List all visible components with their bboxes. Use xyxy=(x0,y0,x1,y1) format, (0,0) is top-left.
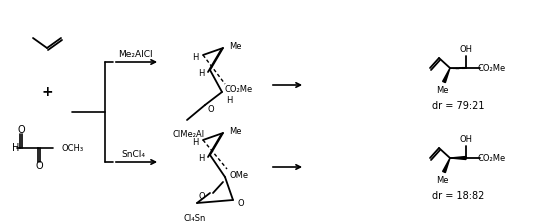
Text: O: O xyxy=(208,105,214,114)
Text: SnCl₄: SnCl₄ xyxy=(121,149,145,159)
Text: H: H xyxy=(226,95,232,105)
Text: OH: OH xyxy=(459,134,472,144)
Polygon shape xyxy=(443,158,450,172)
Text: H: H xyxy=(192,52,198,62)
Text: O: O xyxy=(35,161,43,171)
Text: dr = 18:82: dr = 18:82 xyxy=(432,191,484,201)
Text: CO₂Me: CO₂Me xyxy=(478,63,506,73)
Polygon shape xyxy=(450,157,466,159)
Text: O: O xyxy=(238,198,244,207)
Text: H: H xyxy=(12,143,19,153)
Text: Me: Me xyxy=(229,41,241,50)
Text: OMe: OMe xyxy=(229,170,249,179)
Text: CO₂Me: CO₂Me xyxy=(225,84,253,93)
Text: Cl₄Sn: Cl₄Sn xyxy=(184,213,206,222)
Text: ClMe₂Al: ClMe₂Al xyxy=(173,129,205,138)
Text: dr = 79:21: dr = 79:21 xyxy=(432,101,484,111)
Text: OCH₃: OCH₃ xyxy=(62,144,84,153)
Text: Me: Me xyxy=(436,86,448,95)
Text: H: H xyxy=(198,153,204,162)
Text: Me: Me xyxy=(229,127,241,136)
Text: Me₂AlCl: Me₂AlCl xyxy=(118,50,152,58)
Text: +: + xyxy=(41,85,53,99)
Polygon shape xyxy=(443,68,450,83)
Text: CO₂Me: CO₂Me xyxy=(478,153,506,162)
Text: H: H xyxy=(192,138,198,146)
Text: O: O xyxy=(199,192,205,200)
Text: Me: Me xyxy=(436,175,448,185)
Text: OH: OH xyxy=(459,45,472,54)
Text: O: O xyxy=(17,125,25,135)
Text: H: H xyxy=(198,69,204,78)
